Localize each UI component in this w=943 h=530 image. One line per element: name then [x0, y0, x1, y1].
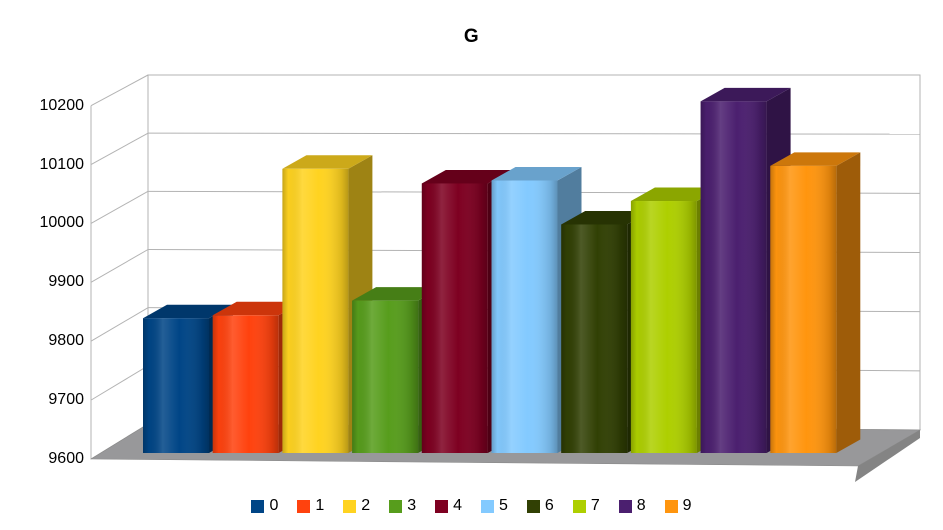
bar-top-face	[630, 187, 721, 202]
y-axis-tick-label: 9800	[48, 332, 84, 350]
legend-item: 7	[572, 497, 600, 515]
legend: 0 1 2 3 4 5 6 7 8 9	[0, 497, 943, 515]
legend-item: 6	[526, 497, 554, 515]
legend-item-label: 0	[269, 497, 279, 514]
bar-front-shading	[212, 315, 279, 453]
y-axis-tick-label: 9900	[48, 273, 84, 291]
y-axis-tick-label: 9600	[48, 450, 84, 467]
legend-color-chip	[297, 499, 311, 513]
bar-front-shading	[491, 180, 558, 453]
bar-top-face	[143, 304, 233, 319]
legend-item-label: 5	[499, 497, 508, 514]
bar-front-shading	[770, 165, 837, 454]
bar-top-face	[212, 301, 303, 316]
legend-item-label: 4	[453, 497, 462, 514]
legend-item-label: 8	[636, 497, 646, 514]
legend-color-chip	[481, 499, 494, 513]
floor-edge	[855, 430, 920, 482]
bar	[770, 152, 861, 454]
legend-item-label: 6	[544, 497, 554, 514]
legend-item: 8	[618, 497, 646, 515]
legend-item-label: 2	[361, 497, 371, 514]
bar-front-shading	[421, 183, 488, 453]
chart-title: G	[463, 26, 480, 47]
legend-item: 3	[389, 497, 416, 515]
y-axis-tick-label: 10000	[39, 214, 85, 232]
bar-front-shading	[561, 224, 628, 453]
legend-color-chip	[618, 499, 632, 513]
legend-item: 0	[251, 497, 278, 515]
bar-front-shading	[352, 300, 419, 453]
left-wall-gridline	[90, 132, 149, 166]
bar-top-face	[282, 155, 373, 169]
y-axis-tick-label: 10100	[39, 155, 85, 173]
legend-item: 2	[343, 497, 370, 515]
y-axis-tick-label: 9700	[48, 391, 84, 409]
legend-item: 9	[664, 497, 692, 515]
bar-front-shading	[700, 101, 767, 454]
bar	[421, 169, 512, 453]
legend-item-label: 1	[315, 497, 325, 514]
left-wall-gridline	[90, 74, 149, 107]
y-axis-tick-label: 10200	[39, 96, 85, 114]
bar-top-face	[491, 167, 582, 181]
legend-item-label: 9	[682, 497, 692, 514]
legend-item-label: 3	[407, 497, 417, 514]
legend-color-chip	[389, 499, 403, 513]
bar-top-face	[561, 210, 652, 225]
back-wall-gridline	[147, 132, 921, 135]
legend-color-chip	[343, 499, 357, 513]
bar	[282, 155, 373, 454]
left-wall-gridline	[90, 249, 149, 283]
legend-item: 5	[481, 497, 508, 515]
bar-front-shading	[282, 168, 349, 454]
legend-color-chip	[664, 499, 678, 513]
legend-item: 1	[297, 497, 324, 515]
bar-front-shading	[143, 318, 209, 453]
legend-item-label: 7	[590, 497, 600, 514]
bar-top-face	[700, 87, 791, 102]
legend-color-chip	[572, 499, 586, 513]
left-wall-gridline	[90, 307, 149, 342]
legend-color-chip	[526, 499, 540, 513]
left-wall-gridline	[90, 365, 149, 401]
bar-front-shading	[630, 201, 697, 453]
left-wall-gridline	[90, 190, 149, 224]
legend-item: 4	[435, 497, 462, 515]
legend-color-chip	[435, 499, 449, 513]
bar-top-face	[352, 287, 443, 301]
bar-side-face	[836, 152, 861, 454]
legend-color-chip	[251, 499, 265, 513]
bar-top-face	[421, 169, 512, 184]
bar-top-face	[770, 152, 861, 166]
